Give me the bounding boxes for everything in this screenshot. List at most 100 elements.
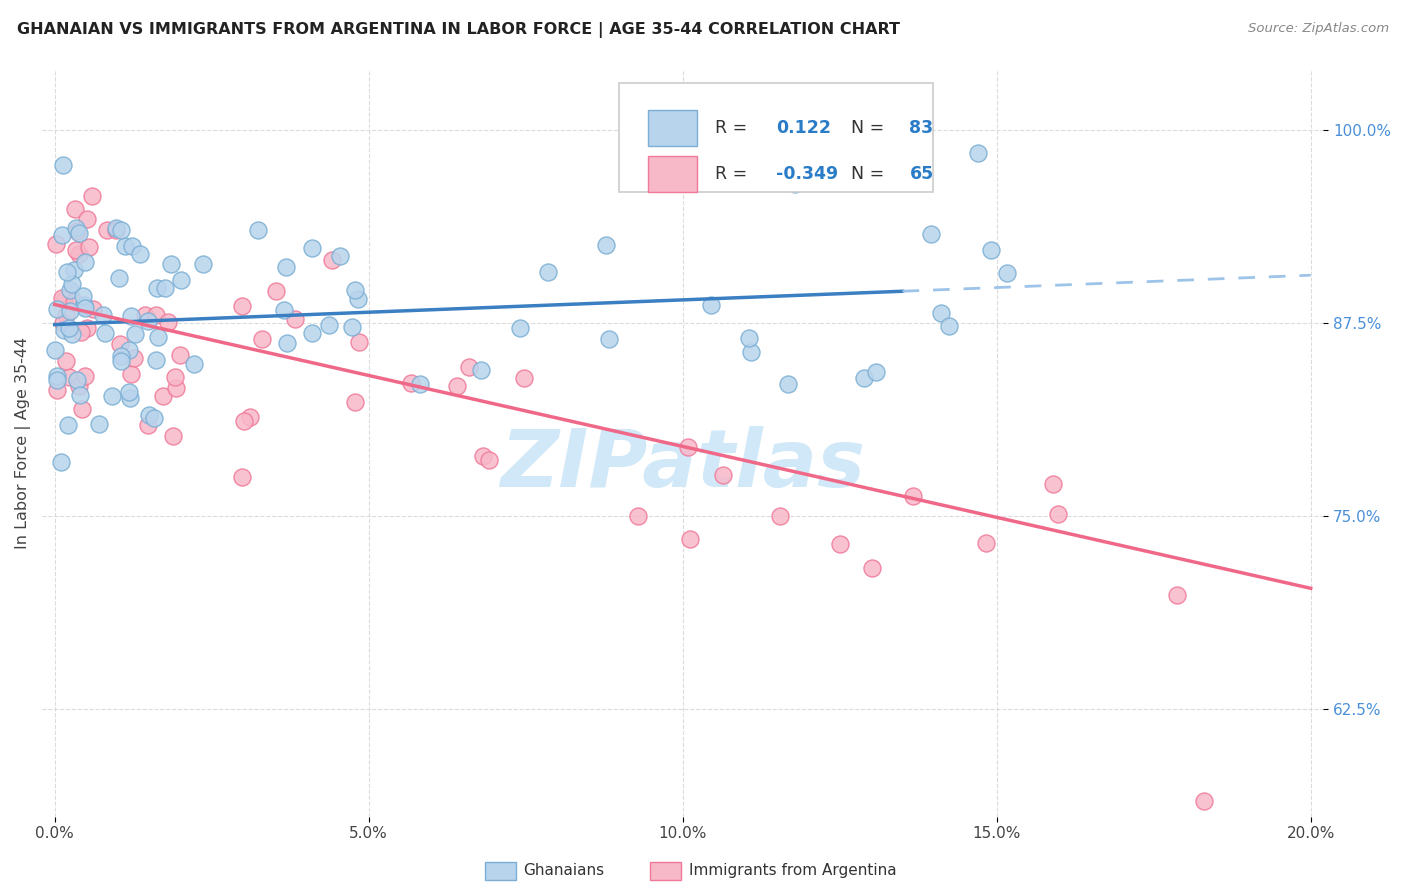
Point xyxy=(72,289,94,303)
Point xyxy=(232,414,254,428)
Point xyxy=(108,336,131,351)
Point xyxy=(66,373,89,387)
Point xyxy=(901,489,924,503)
Point xyxy=(76,212,98,227)
Y-axis label: In Labor Force | Age 35-44: In Labor Force | Age 35-44 xyxy=(15,336,31,549)
Point xyxy=(239,409,262,424)
Text: N =: N = xyxy=(841,119,890,136)
Point xyxy=(165,381,187,395)
Point xyxy=(273,303,295,318)
Point xyxy=(65,221,87,235)
Point xyxy=(595,237,617,252)
Point xyxy=(46,368,69,383)
Point xyxy=(73,298,96,312)
Point xyxy=(53,293,76,308)
Point xyxy=(63,202,86,216)
Text: 0.122: 0.122 xyxy=(776,119,831,136)
Point xyxy=(70,402,93,417)
Point xyxy=(65,243,87,257)
Point xyxy=(711,467,734,482)
Point xyxy=(76,320,98,334)
Point xyxy=(329,249,352,263)
Point xyxy=(52,317,75,331)
Point xyxy=(55,308,77,322)
Point xyxy=(52,323,75,337)
Point xyxy=(51,227,73,242)
FancyBboxPatch shape xyxy=(648,110,697,145)
Point xyxy=(75,255,97,269)
Point xyxy=(55,354,77,368)
Point xyxy=(114,239,136,253)
Point xyxy=(865,365,887,379)
Point xyxy=(59,304,82,318)
Text: Ghanaians: Ghanaians xyxy=(523,863,605,878)
Point xyxy=(340,319,363,334)
Point xyxy=(69,325,91,339)
Point xyxy=(118,385,141,400)
Point xyxy=(44,343,66,358)
Point xyxy=(169,273,191,287)
Point xyxy=(457,360,479,375)
Point xyxy=(193,257,215,271)
Point xyxy=(938,319,960,334)
Point xyxy=(82,301,104,316)
Point xyxy=(165,369,187,384)
Point xyxy=(860,560,883,574)
Text: R =: R = xyxy=(714,119,752,136)
Point xyxy=(169,348,191,362)
Point xyxy=(347,292,370,306)
Point xyxy=(301,241,323,255)
Point xyxy=(45,302,67,317)
Point xyxy=(60,327,83,342)
Point xyxy=(110,354,132,368)
Point xyxy=(980,244,1002,258)
Point xyxy=(96,223,118,237)
Point xyxy=(1047,508,1070,522)
Point xyxy=(138,408,160,422)
Point xyxy=(301,326,323,341)
Point xyxy=(136,417,159,432)
Point xyxy=(58,418,80,433)
Point xyxy=(1166,589,1188,603)
Point xyxy=(136,314,159,328)
Point xyxy=(142,411,165,425)
Text: Immigrants from Argentina: Immigrants from Argentina xyxy=(689,863,897,878)
Point xyxy=(124,326,146,341)
Point xyxy=(676,440,699,454)
Point xyxy=(785,177,807,191)
Point xyxy=(343,394,366,409)
Point xyxy=(104,221,127,235)
Point xyxy=(121,239,143,253)
Point xyxy=(769,509,792,524)
Point xyxy=(853,371,876,385)
Point xyxy=(537,265,560,279)
Point xyxy=(148,330,170,344)
Point xyxy=(105,222,128,236)
Point xyxy=(321,252,343,267)
Point xyxy=(318,318,340,333)
Point xyxy=(472,449,495,463)
Point xyxy=(58,370,80,384)
Point xyxy=(45,373,67,387)
Point xyxy=(101,389,124,403)
Point xyxy=(153,281,176,295)
Point xyxy=(470,363,492,377)
Point xyxy=(67,247,90,261)
Point xyxy=(231,299,253,313)
Point xyxy=(737,330,759,344)
Text: 83: 83 xyxy=(910,119,934,136)
Point xyxy=(513,371,536,385)
Point xyxy=(122,351,145,366)
Point xyxy=(51,291,73,305)
Point xyxy=(347,335,370,350)
Point xyxy=(62,294,84,309)
Point xyxy=(62,262,84,277)
Text: 65: 65 xyxy=(910,165,934,183)
Point xyxy=(72,299,94,313)
Point xyxy=(231,470,253,484)
Point xyxy=(976,535,998,549)
Point xyxy=(966,145,988,160)
Point xyxy=(129,247,152,261)
Point xyxy=(45,383,67,397)
Point xyxy=(598,332,620,346)
